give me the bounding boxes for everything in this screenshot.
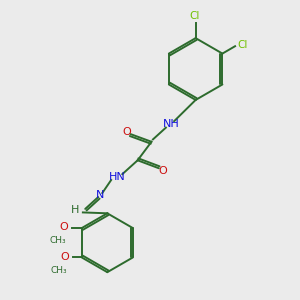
Text: Cl: Cl [237, 40, 247, 50]
Text: H: H [71, 205, 79, 215]
Text: O: O [158, 166, 167, 176]
Text: O: O [123, 127, 131, 137]
Text: O: O [59, 222, 68, 232]
Text: Cl: Cl [190, 11, 200, 21]
Text: HN: HN [109, 172, 125, 182]
Text: N: N [96, 190, 105, 200]
Text: NH: NH [163, 119, 180, 129]
Text: O: O [60, 252, 69, 262]
Text: CH₃: CH₃ [50, 236, 67, 245]
Text: CH₃: CH₃ [51, 266, 68, 275]
